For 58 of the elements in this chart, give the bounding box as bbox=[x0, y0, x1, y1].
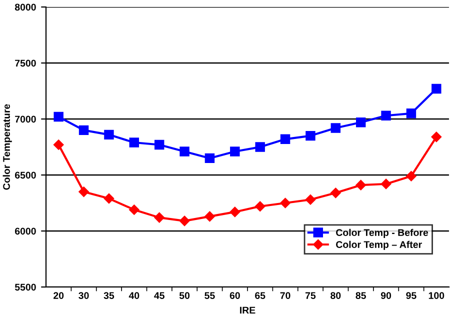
point bbox=[431, 132, 442, 142]
point bbox=[406, 108, 416, 118]
y-tick-label: 5500 bbox=[14, 284, 36, 291]
x-axis-title: IRE bbox=[240, 306, 256, 314]
point bbox=[330, 188, 341, 198]
y-axis-title: Color Temperature bbox=[2, 104, 12, 190]
x-tick-label: 35 bbox=[104, 292, 114, 300]
point bbox=[204, 211, 215, 222]
point bbox=[78, 186, 89, 197]
point bbox=[432, 84, 442, 94]
point bbox=[104, 130, 114, 140]
x-tick-label: 70 bbox=[280, 292, 290, 299]
y-tick-label: 6500 bbox=[15, 172, 36, 179]
point bbox=[154, 140, 164, 150]
y-tick-label: 6000 bbox=[15, 228, 36, 235]
point bbox=[129, 138, 140, 148]
y-tick-label: 7500 bbox=[15, 60, 36, 67]
legend-label: Color Temp - Before bbox=[336, 228, 428, 238]
point bbox=[53, 140, 64, 150]
point bbox=[380, 178, 392, 190]
x-tick-label: 30 bbox=[78, 292, 89, 300]
x-tick-label: 20 bbox=[54, 292, 64, 299]
point bbox=[179, 216, 190, 226]
point bbox=[280, 134, 290, 144]
x-tick-label: 50 bbox=[179, 292, 190, 299]
point bbox=[306, 130, 316, 141]
point bbox=[255, 142, 265, 152]
x-tick-label: 100 bbox=[428, 292, 444, 299]
point bbox=[104, 193, 114, 204]
y-tick-label: 8000 bbox=[14, 4, 36, 11]
x-tick-label: 95 bbox=[406, 292, 416, 299]
point bbox=[381, 110, 391, 120]
point bbox=[78, 125, 89, 136]
point bbox=[280, 198, 290, 208]
point bbox=[129, 204, 140, 215]
point bbox=[330, 123, 341, 133]
point bbox=[54, 112, 64, 122]
point bbox=[356, 180, 366, 190]
x-tick-label: 80 bbox=[330, 292, 341, 299]
x-tick-label: 60 bbox=[230, 292, 240, 299]
point bbox=[230, 146, 240, 156]
point bbox=[406, 171, 416, 182]
point bbox=[230, 206, 240, 218]
point bbox=[254, 201, 266, 212]
point bbox=[204, 153, 215, 164]
x-tick-label: 40 bbox=[128, 292, 140, 299]
x-tick-label: 90 bbox=[380, 292, 392, 299]
x-tick-label: 65 bbox=[255, 292, 266, 299]
point bbox=[180, 146, 190, 156]
legend-label: Color Temp – After bbox=[336, 240, 422, 250]
point bbox=[356, 118, 366, 128]
x-tick-label: 75 bbox=[305, 292, 316, 299]
point bbox=[154, 212, 164, 223]
x-tick-label: 45 bbox=[154, 292, 164, 299]
y-tick-label: 7000 bbox=[15, 116, 36, 123]
x-tick-label: 55 bbox=[204, 292, 215, 299]
point bbox=[305, 194, 316, 205]
x-tick-label: 85 bbox=[356, 292, 366, 299]
